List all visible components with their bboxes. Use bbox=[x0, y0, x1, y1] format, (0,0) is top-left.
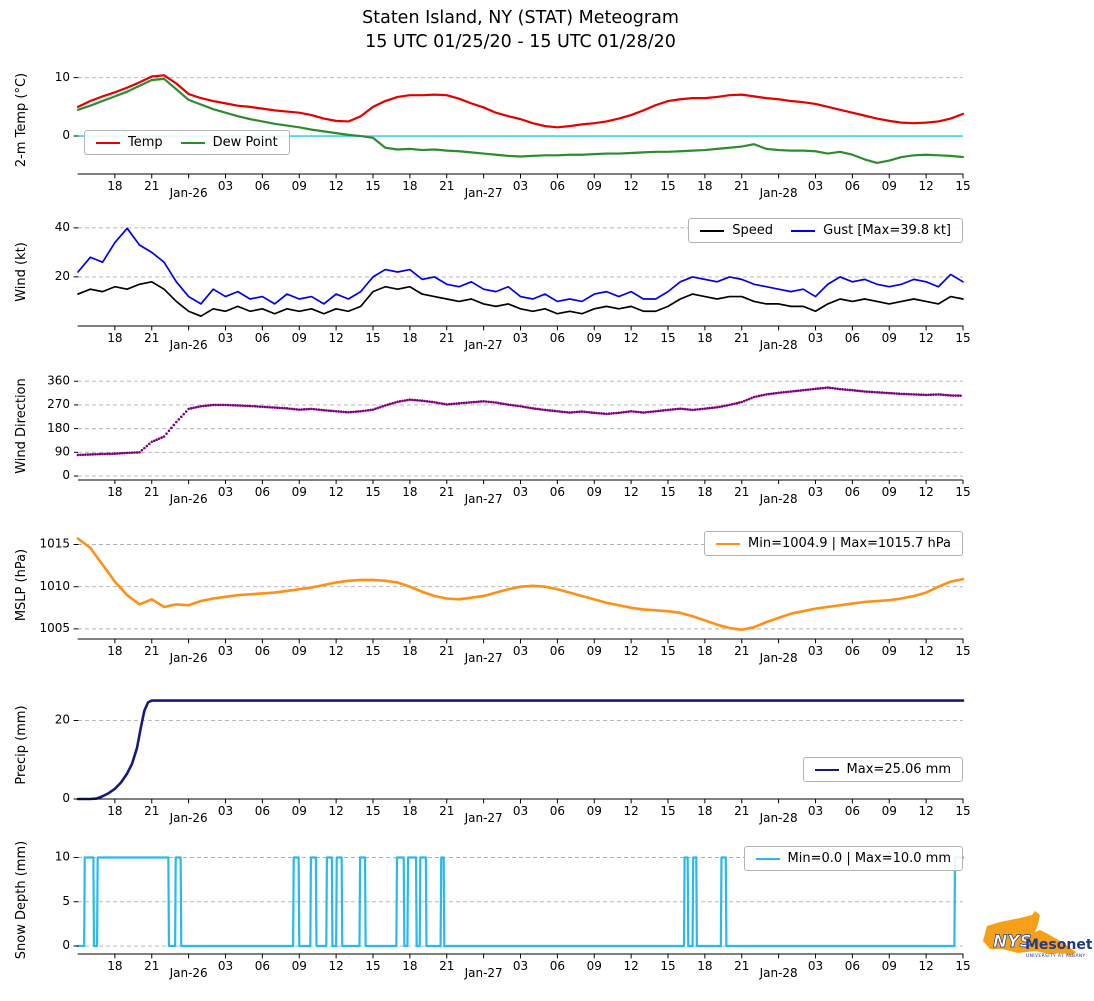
panel-mslp: MSLP (hPa)Min=1004.9 | Max=1015.7 hPa bbox=[0, 525, 1094, 677]
panel-wind-direction: Wind Direction bbox=[0, 366, 1094, 518]
legend-line-swatch bbox=[791, 229, 816, 232]
legend-label: Min=1004.9 | Max=1015.7 hPa bbox=[748, 536, 951, 551]
legend-label: Max=25.06 mm bbox=[846, 762, 951, 777]
legend-item: Dew Point bbox=[180, 135, 278, 150]
legend-item: Temp bbox=[96, 135, 163, 150]
legend-item: Min=1004.9 | Max=1015.7 hPa bbox=[716, 536, 951, 551]
legend-label: Temp bbox=[128, 135, 163, 150]
legend-line-swatch bbox=[180, 141, 205, 144]
legend-precip: Max=25.06 mm bbox=[802, 757, 963, 782]
plot-wind-direction bbox=[0, 366, 1094, 518]
legend-label: Gust [Max=39.8 kt] bbox=[823, 223, 951, 238]
panel-precip: Precip (mm)Max=25.06 mm bbox=[0, 685, 1094, 837]
legend-label: Min=0.0 | Max=10.0 mm bbox=[787, 851, 951, 866]
logo-nys-text: NYS bbox=[993, 932, 1032, 952]
ny-state-shape bbox=[983, 911, 1076, 956]
legend-label: Speed bbox=[732, 223, 774, 238]
legend-item: Gust [Max=39.8 kt] bbox=[791, 223, 951, 238]
legend-line-swatch bbox=[814, 768, 839, 771]
legend-item: Max=25.06 mm bbox=[814, 762, 951, 777]
figure-subtitle: 15 UTC 01/25/20 - 15 UTC 01/28/20 bbox=[365, 32, 676, 52]
panel-snow-depth: Snow Depth (mm)Min=0.0 | Max=10.0 mm bbox=[0, 840, 1094, 992]
legend-line-swatch bbox=[96, 141, 120, 144]
figure-title-block: Staten Island, NY (STAT) Meteogram 15 UT… bbox=[78, 6, 963, 54]
legend-temp: Temp Dew Point bbox=[84, 130, 290, 155]
nys-mesonet-logo: NYS Mesonet UNIVERSITY AT ALBANY bbox=[980, 908, 1093, 964]
legend-label: Dew Point bbox=[212, 135, 278, 150]
ny-state-logo-graphic: NYS Mesonet UNIVERSITY AT ALBANY bbox=[983, 911, 1093, 959]
legend-item: Min=0.0 | Max=10.0 mm bbox=[755, 851, 951, 866]
legend-line-swatch bbox=[716, 542, 741, 545]
legend-snow-depth: Min=0.0 | Max=10.0 mm bbox=[743, 846, 963, 871]
logo-mesonet-text: Mesonet bbox=[1025, 937, 1092, 953]
figure-title: Staten Island, NY (STAT) Meteogram bbox=[362, 8, 679, 28]
logo-tagline: UNIVERSITY AT ALBANY bbox=[1026, 953, 1086, 959]
legend-line-swatch bbox=[755, 857, 780, 860]
legend-line-swatch bbox=[700, 229, 725, 232]
legend-mslp: Min=1004.9 | Max=1015.7 hPa bbox=[704, 531, 963, 556]
legend-wind: Speed Gust [Max=39.8 kt] bbox=[688, 218, 963, 243]
legend-item: Speed bbox=[700, 223, 773, 238]
